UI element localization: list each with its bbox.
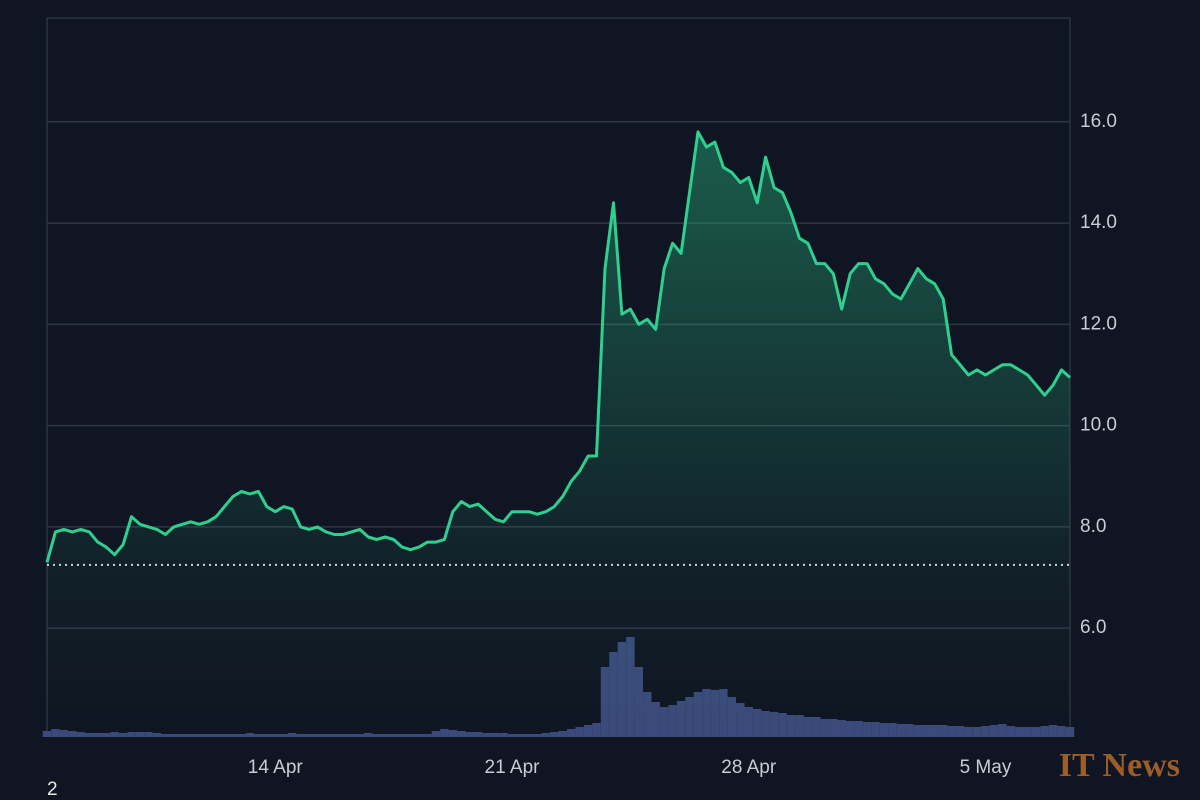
y-tick-label: 8.0 [1080, 516, 1106, 537]
y-tick-label: 14.0 [1080, 212, 1117, 233]
x-tick-label: 5 May [960, 757, 1012, 778]
x-tick-label: 21 Apr [485, 757, 541, 778]
y-tick-label: 10.0 [1080, 415, 1117, 436]
y-tick-label: 12.0 [1080, 313, 1117, 334]
x-tick-label: 28 Apr [721, 757, 777, 778]
y-tick-label: 6.0 [1080, 617, 1106, 638]
watermark: IT News [1059, 747, 1180, 784]
x-tick-label: 14 Apr [248, 757, 304, 778]
y-tick-label: 16.0 [1080, 111, 1117, 132]
price-line [45, 130, 1071, 563]
area [47, 131, 1070, 737]
footnote: 2 [47, 779, 58, 800]
